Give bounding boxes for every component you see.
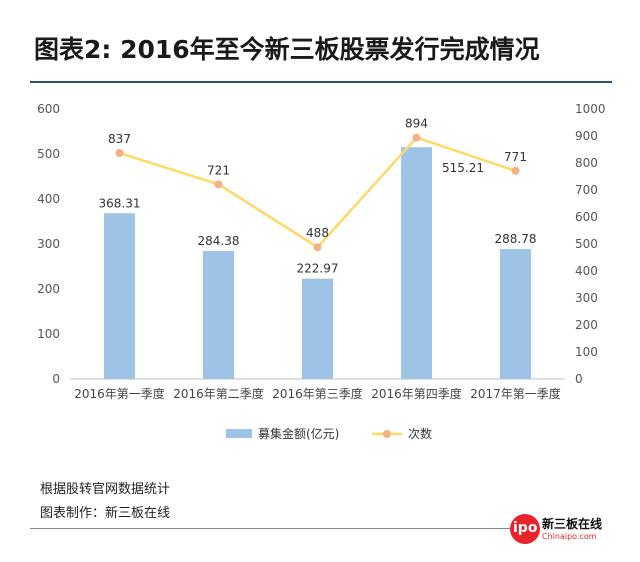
line-data-label: 837 <box>108 132 131 146</box>
bar <box>203 251 234 379</box>
bar-data-label: 515.21 <box>442 161 484 175</box>
chart-credit-note: 图表制作：新三板在线 <box>40 506 171 521</box>
x-category-label: 2016年第一季度 <box>74 386 165 401</box>
logo-badge-icon <box>510 514 540 544</box>
bar-data-label: 284.38 <box>198 234 240 248</box>
brand-logo: ipo 新三板在线 Chinaipo.com <box>508 509 630 549</box>
legend-bar-swatch <box>226 429 252 438</box>
line-point <box>511 166 520 175</box>
y-right-tick-label: 800 <box>575 156 598 170</box>
line-data-label: 721 <box>207 163 230 177</box>
y-left-tick-label: 600 <box>37 102 60 116</box>
bar <box>500 249 531 379</box>
x-category-label: 2016年第四季度 <box>371 386 462 401</box>
legend-line-label: 次数 <box>408 426 432 441</box>
y-right-tick-label: 600 <box>575 210 598 224</box>
y-left-tick-label: 0 <box>52 372 60 386</box>
y-left-tick-label: 200 <box>37 282 60 296</box>
y-right-tick-label: 400 <box>575 264 598 278</box>
y-right-tick-label: 900 <box>575 129 598 143</box>
y-right-tick-label: 1000 <box>575 102 606 116</box>
y-right-tick-label: 0 <box>575 372 583 386</box>
data-source-note: 根据股转官网数据统计 <box>40 482 171 497</box>
line-point <box>214 180 223 189</box>
bar <box>302 278 333 379</box>
x-category-label: 2016年第三季度 <box>272 386 363 401</box>
y-right-tick-label: 300 <box>575 291 598 305</box>
line-data-label: 894 <box>405 117 428 131</box>
logo-site: Chinaipo.com <box>542 532 597 541</box>
y-left-tick-label: 100 <box>37 327 60 341</box>
title-divider <box>30 81 612 83</box>
line-point <box>313 243 322 252</box>
y-right-tick-label: 200 <box>575 318 598 332</box>
x-category-label: 2017年第一季度 <box>470 386 561 401</box>
y-left-tick-label: 500 <box>37 147 60 161</box>
y-right-tick-label: 500 <box>575 237 598 251</box>
legend-bar-label: 募集金额(亿元) <box>258 426 339 441</box>
line-point <box>115 149 124 158</box>
logo-name: 新三板在线 <box>542 517 603 531</box>
legend-line-marker <box>383 430 391 438</box>
bar <box>104 213 135 379</box>
bar-data-label: 288.78 <box>495 232 537 246</box>
line-point <box>412 133 421 142</box>
logo-badge-text: ipo <box>513 520 538 536</box>
y-right-tick-label: 100 <box>575 345 598 359</box>
line-data-label: 771 <box>504 150 527 164</box>
bar-data-label: 368.31 <box>99 196 141 210</box>
y-left-tick-label: 300 <box>37 237 60 251</box>
footer-divider <box>30 528 510 529</box>
bar <box>401 147 432 379</box>
y-left-tick-label: 400 <box>37 192 60 206</box>
chart-title: 图表2: 2016年至今新三板股票发行完成情况 <box>34 35 540 64</box>
y-right-tick-label: 700 <box>575 183 598 197</box>
line-data-label: 488 <box>306 226 329 240</box>
x-category-label: 2016年第二季度 <box>173 386 264 401</box>
bar-data-label: 222.97 <box>297 262 339 276</box>
combo-chart: 0 100 200 300 400 500 600 0 100 200 300 400 500 600 70… <box>37 102 606 441</box>
